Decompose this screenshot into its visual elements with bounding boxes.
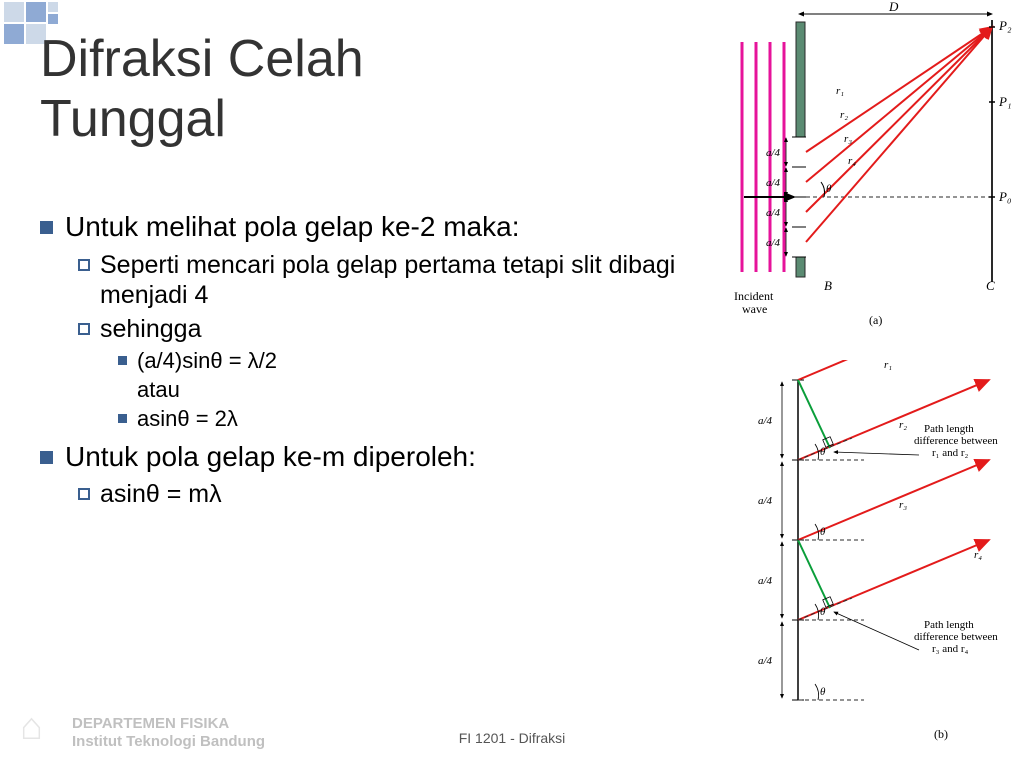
- svg-text:(b): (b): [934, 727, 948, 741]
- svg-text:a/4: a/4: [758, 415, 773, 427]
- svg-text:r₄: r₄: [848, 155, 856, 167]
- svg-text:a/4: a/4: [766, 177, 781, 189]
- svg-text:r₃: r₃: [844, 133, 852, 145]
- bullet-2a: asinθ = mλ: [78, 479, 680, 509]
- svg-text:a/4: a/4: [766, 237, 781, 249]
- svg-text:Incidentwave: Incidentwave: [734, 289, 774, 316]
- figure-b: a/4 a/4 a/4 a/4 θ θ θ θ r₁ r₂ r₃ r₄ Path…: [754, 360, 1014, 750]
- svg-text:Path lengthdifference betweenr: Path lengthdifference betweenr₁ and r₂: [914, 423, 998, 459]
- content-area: Untuk melihat pola gelap ke-2 maka: Sepe…: [40, 210, 680, 513]
- svg-text:r₃: r₃: [899, 499, 907, 511]
- svg-text:r₂: r₂: [899, 419, 907, 431]
- svg-text:θ: θ: [820, 606, 826, 618]
- footer-course: FI 1201 - Difraksi: [459, 730, 566, 746]
- bullet-1b1-sub: atau: [137, 377, 680, 403]
- svg-text:P₂: P₂: [998, 18, 1012, 33]
- svg-text:θ: θ: [826, 183, 832, 195]
- svg-text:B: B: [824, 278, 832, 293]
- svg-text:r₂: r₂: [840, 109, 848, 121]
- svg-text:θ: θ: [820, 686, 826, 698]
- svg-text:P₀: P₀: [998, 189, 1011, 204]
- bullet-2: Untuk pola gelap ke-m diperoleh:: [40, 440, 680, 474]
- svg-text:Path lengthdifference betweenr: Path lengthdifference betweenr₃ and r₄: [914, 619, 998, 655]
- svg-text:a/4: a/4: [766, 147, 781, 159]
- bullet-1b: sehingga: [78, 314, 680, 344]
- institution-logo: ⌂: [20, 706, 62, 754]
- svg-text:a/4: a/4: [758, 655, 773, 667]
- bullet-1a: Seperti mencari pola gelap pertama tetap…: [78, 250, 680, 310]
- svg-text:a/4: a/4: [758, 575, 773, 587]
- svg-text:C: C: [986, 278, 995, 293]
- svg-text:θ: θ: [820, 446, 826, 458]
- svg-text:a/4: a/4: [766, 207, 781, 219]
- bullet-1: Untuk melihat pola gelap ke-2 maka:: [40, 210, 680, 244]
- slide-title: Difraksi CelahTunggal: [40, 30, 364, 150]
- bullet-1b1: (a/4)sinθ = λ/2: [118, 348, 680, 374]
- svg-text:r₁: r₁: [884, 360, 892, 371]
- svg-text:θ: θ: [820, 526, 826, 538]
- footer-department: DEPARTEMEN FISIKA Institut Teknologi Ban…: [72, 715, 265, 753]
- svg-text:r₄: r₄: [974, 549, 982, 561]
- svg-text:P₁: P₁: [998, 94, 1011, 109]
- bullet-1b2: asinθ = 2λ: [118, 406, 680, 432]
- figure-a: D a/4 a/4 a/4 a/4 r₁ r₂ r₃ r₄ θ P₂ P₁: [724, 2, 1014, 332]
- svg-text:(a): (a): [869, 313, 882, 327]
- svg-text:D: D: [888, 2, 899, 14]
- svg-text:r₁: r₁: [836, 85, 844, 97]
- svg-text:a/4: a/4: [758, 495, 773, 507]
